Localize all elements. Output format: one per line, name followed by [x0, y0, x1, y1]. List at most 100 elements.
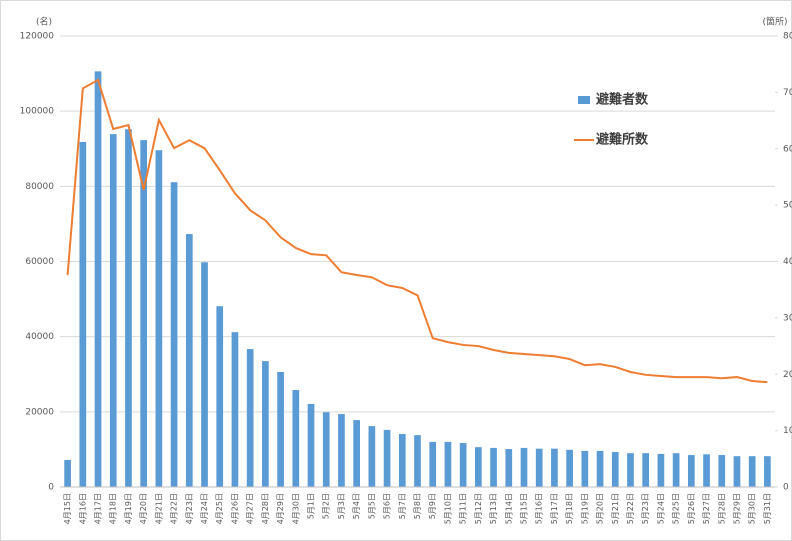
y-tick-label: 80000: [25, 182, 54, 192]
x-tick-label: 5月9日: [428, 493, 437, 519]
bar: [475, 447, 482, 487]
x-tick-label: 5月5日: [367, 493, 376, 519]
bar: [551, 448, 558, 487]
x-tick-label: 5月14日: [504, 493, 513, 524]
bar: [216, 306, 224, 487]
y2-tick-label: 0: [783, 483, 789, 493]
x-tick-label: 5月6日: [383, 493, 392, 519]
x-tick-label: 5月28日: [717, 493, 726, 524]
bar: [687, 455, 695, 487]
x-tick-label: 5月29日: [732, 493, 741, 524]
bar: [490, 447, 497, 487]
bar: [185, 234, 193, 487]
bar: [262, 361, 269, 487]
bar: [444, 441, 452, 487]
x-tick-label: 4月21日: [154, 493, 163, 524]
bar: [368, 426, 376, 487]
bar: [672, 453, 680, 487]
y-tick-label: 0: [48, 483, 54, 493]
x-tick-label: 5月13日: [489, 493, 498, 524]
bar: [231, 332, 239, 487]
x-tick-label: 4月22日: [170, 493, 179, 524]
bar: [109, 134, 117, 487]
y-tick-label: 60000: [25, 257, 54, 267]
x-tick-label: 5月4日: [352, 493, 361, 519]
x-tick-label: 4月16日: [78, 493, 87, 524]
x-tick-label: 4月15日: [63, 493, 72, 524]
bar: [764, 456, 771, 487]
x-tick-label: 4月26日: [230, 493, 239, 524]
x-tick-label: 5月17日: [550, 493, 559, 524]
bar: [733, 456, 741, 487]
x-tick-label: 4月28日: [261, 493, 270, 524]
y2-tick-label: 100: [783, 426, 792, 436]
x-tick-label: 5月2日: [322, 493, 331, 519]
bar: [642, 453, 650, 487]
y2-tick-label: 800: [783, 32, 792, 42]
legend-label: 避難所数: [596, 132, 649, 148]
x-tick-label: 5月22日: [626, 493, 635, 524]
x-tick-label: 5月1日: [307, 493, 316, 519]
bar: [429, 441, 437, 487]
x-tick-label: 5月7日: [398, 493, 407, 519]
y2-tick-label: 300: [783, 313, 792, 323]
bar: [596, 450, 604, 487]
legend-swatch: [578, 96, 590, 104]
bar: [201, 262, 208, 487]
x-tick-label: 4月19日: [124, 493, 133, 524]
bar: [535, 448, 543, 487]
legend-label: 避難者数: [596, 92, 649, 108]
bar: [414, 435, 421, 487]
x-tick-label: 4月24日: [200, 493, 209, 524]
x-tick-label: 5月27日: [702, 493, 711, 524]
bar: [94, 71, 102, 487]
y2-tick-label: 200: [783, 370, 792, 380]
x-tick-label: 5月8日: [413, 493, 422, 519]
x-tick-label: 4月23日: [185, 493, 194, 524]
x-tick-label: 5月25日: [672, 493, 681, 524]
bar: [566, 449, 573, 487]
bar: [748, 456, 756, 487]
bar: [627, 453, 634, 487]
bar: [338, 414, 345, 487]
bar: [125, 129, 132, 487]
x-tick-label: 5月31日: [763, 493, 772, 524]
x-tick-label: 4月18日: [109, 493, 118, 524]
x-tick-label: 5月16日: [535, 493, 544, 524]
line: [66, 78, 768, 384]
bar: [383, 429, 391, 487]
x-tick-label: 5月18日: [565, 493, 574, 524]
bar: [398, 434, 406, 487]
y-tick-label: 40000: [25, 332, 54, 342]
bar: [246, 349, 254, 487]
y2-tick-label: 400: [783, 257, 792, 267]
x-tick-label: 4月17日: [94, 493, 103, 524]
bar: [292, 390, 300, 487]
x-tick-label: 5月3日: [337, 493, 346, 519]
bar: [322, 412, 330, 487]
bar: [459, 443, 467, 487]
x-tick-label: 5月19日: [580, 493, 589, 524]
x-tick-label: 4月20日: [139, 493, 148, 524]
x-tick-label: 5月11日: [459, 493, 468, 524]
y2-axis-label: (箇所): [762, 16, 787, 28]
bar: [307, 403, 315, 487]
x-tick-label: 5月20日: [596, 493, 605, 524]
y2-tick-label: 600: [783, 144, 792, 154]
x-tick-label: 5月12日: [474, 493, 483, 524]
y2-tick-label: 700: [783, 88, 792, 98]
y-tick-label: 20000: [25, 407, 54, 417]
bar: [79, 141, 87, 488]
x-tick-label: 5月15日: [519, 493, 528, 524]
bar: [170, 182, 178, 488]
bar: [718, 455, 726, 487]
x-tick-label: 4月27日: [246, 493, 255, 524]
bar: [140, 140, 148, 487]
bar: [520, 447, 528, 487]
bar: [155, 150, 163, 487]
bar: [277, 371, 284, 487]
bar: [611, 452, 619, 487]
x-tick-label: 5月30日: [748, 493, 757, 524]
bar: [353, 420, 360, 487]
